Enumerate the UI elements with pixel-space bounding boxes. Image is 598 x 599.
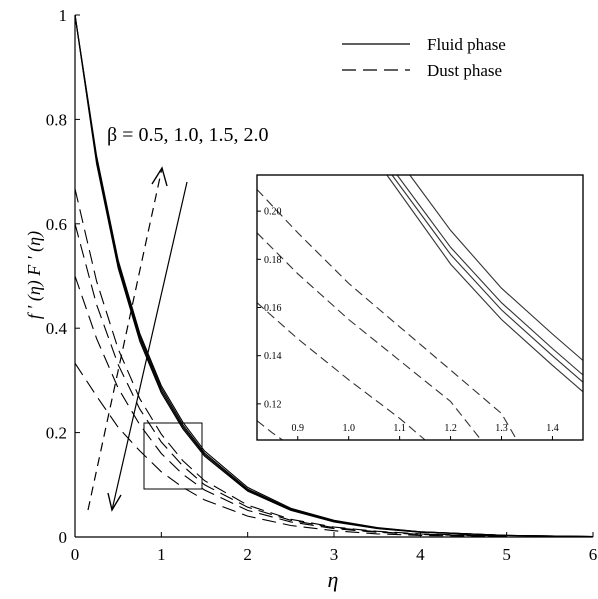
inset-y-tick-label: 0.18 [264,255,282,266]
legend-dust-label: Dust phase [427,61,502,80]
y-tick-label: 0.6 [46,215,67,234]
y-axis-label: f ′ (η) F ′ (η) [24,231,45,319]
inset-ticks-group: 0.9 1.0 1.1 1.2 1.3 1.4 0.12 0.14 0.16 0.18 0.20 [257,207,559,440]
series-line-dust-beta-2 [74,188,507,537]
inset-y-tick-label: 0.20 [264,207,282,218]
fluid-arrow-head [107,492,122,512]
inset-x-tick-label: 1.2 [444,423,457,434]
inset-x-tick-label: 0.9 [292,423,305,434]
beta-annotation: β = 0.5, 1.0, 1.5, 2.0 [107,124,268,146]
inset-y-tick-label: 0.14 [264,351,282,362]
dust-arrow-line [87,167,163,511]
legend: Fluid phase Dust phase [342,35,506,80]
inset-x-tick-label: 1.3 [495,423,508,434]
y-tick-label: 0 [59,528,68,547]
inset-chart: 0.9 1.0 1.1 1.2 1.3 1.4 0.12 0.14 0.16 0.18 0.20 [256,174,584,441]
inset-series-line-dust-beta-0.5 [256,420,283,441]
inset-series-line-dust-beta-1 [256,302,426,441]
series-line-fluid-beta-2 [74,14,594,538]
series-line-dust-beta-0.5 [74,362,507,538]
x-axis-label: η [328,567,339,592]
y-tick-label: 0.8 [46,110,67,129]
y-tick-label: 1 [59,6,68,25]
fluid-arrow-line [111,181,188,511]
main-ticks-group: 0 1 2 3 4 5 6 0 0.2 0.4 0.6 0.8 1 [46,6,598,564]
y-tick-label: 0.2 [46,424,67,443]
dust-arrow-head [151,166,168,187]
inset-series-line-fluid-beta-1 [396,174,584,376]
inset-frame [256,174,584,441]
inset-series-line-fluid-beta-2 [386,174,584,393]
zoom-region-box [143,422,203,490]
x-tick-label: 3 [330,545,339,564]
main-series-group [74,14,594,538]
inset-y-tick-label: 0.16 [264,303,282,314]
inset-x-tick-label: 1.0 [342,423,355,434]
x-tick-label: 6 [589,545,598,564]
y-tick-label: 0.4 [46,319,68,338]
beta-arrows [87,166,188,512]
inset-series-line-fluid-beta-0.5 [409,174,584,361]
series-line-dust-beta-1 [74,275,507,538]
inset-series-line-dust-beta-2 [256,189,518,441]
x-tick-label: 4 [416,545,425,564]
inset-series-line-fluid-beta-1.5 [391,174,584,383]
x-tick-label: 1 [157,545,166,564]
inset-series-group [256,174,584,441]
inset-x-tick-label: 1.1 [393,423,406,434]
inset-frame-border [256,174,584,441]
inset-y-tick-label: 0.12 [264,399,282,410]
series-line-dust-beta-1.5 [74,223,507,537]
inset-series-line-dust-beta-1.5 [256,232,482,441]
inset-x-tick-label: 1.4 [546,423,559,434]
legend-fluid-label: Fluid phase [427,35,506,54]
x-tick-label: 0 [71,545,80,564]
x-tick-label: 2 [243,545,252,564]
x-tick-label: 5 [502,545,511,564]
